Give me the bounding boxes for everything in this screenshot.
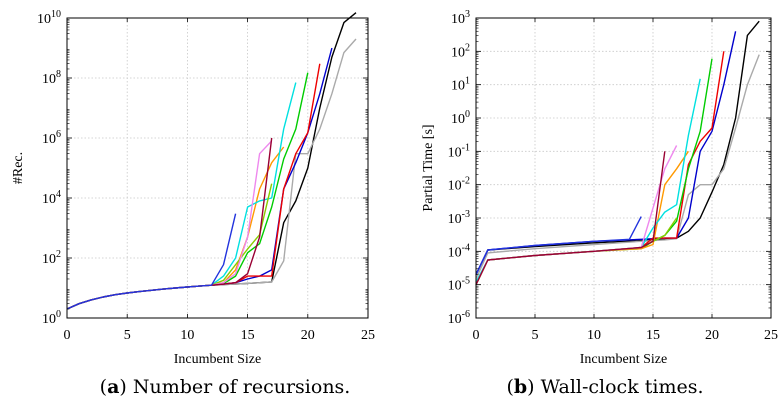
series-line-1 — [475, 20, 760, 275]
caption-b-text: Wall-clock times. — [540, 376, 704, 398]
y-tick-label: 10-3 — [448, 209, 470, 227]
x-axis-label: Incumbent Size — [580, 352, 667, 367]
series-line-10 — [475, 151, 666, 286]
series-line-6 — [66, 146, 285, 310]
y-tick-label: 108 — [42, 69, 61, 87]
caption-b-label: b — [513, 376, 528, 398]
y-tick-label: 10-4 — [448, 242, 470, 260]
y-tick-label: 104 — [42, 189, 61, 207]
series-line-4 — [66, 63, 321, 310]
series-line-3 — [475, 31, 737, 275]
y-tick-label: 10-6 — [448, 309, 470, 327]
series-line-8 — [66, 183, 273, 310]
y-tick-label: 102 — [451, 42, 470, 60]
series-group — [475, 20, 760, 286]
x-tick-label: 0 — [64, 328, 71, 343]
series-line-4 — [475, 51, 725, 286]
caption-b: (b) Wall-clock times. — [506, 376, 704, 398]
x-tick-label: 25 — [764, 328, 778, 343]
series-line-11 — [475, 216, 642, 275]
y-tick-label: 102 — [42, 249, 61, 267]
series-line-9 — [475, 145, 678, 286]
axes-box — [66, 17, 369, 319]
panel-b-chart: 0 5 10 15 20 25 10-6 10-5 10-4 10-3 10-2 10-1 100 101… — [421, 9, 778, 367]
x-tick-label: 10 — [587, 328, 601, 343]
x-tick-label: 20 — [301, 328, 315, 343]
axes-box — [475, 17, 772, 319]
y-tick-label: 10-1 — [448, 142, 470, 160]
x-tick-label: 5 — [124, 328, 131, 343]
x-tick-label: 15 — [241, 328, 255, 343]
x-axis-label: Incumbent Size — [174, 352, 261, 367]
series-line-2 — [66, 38, 357, 310]
y-tick-label: 10-2 — [448, 176, 470, 194]
grid — [476, 18, 771, 318]
x-tick-label: 0 — [473, 328, 480, 343]
series-line-2 — [475, 54, 760, 280]
x-tick-label: 20 — [705, 328, 719, 343]
y-axis-label: Partial Time [s] — [421, 124, 436, 211]
y-tick-label: 101 — [451, 76, 470, 94]
series-group — [66, 12, 357, 310]
series-line-3 — [66, 47, 333, 310]
panel-a-chart: 0 5 10 15 20 25 100 102 104 106 108 1010 Incumbent S… — [11, 9, 375, 367]
y-tick-label: 100 — [42, 309, 61, 327]
x-tick-label: 5 — [532, 328, 539, 343]
x-tick-label: 10 — [180, 328, 194, 343]
y-tick-label: 103 — [451, 9, 470, 27]
grid — [67, 18, 368, 318]
y-tick-label: 100 — [451, 109, 470, 127]
caption-a: (a) Number of recursions. — [99, 376, 351, 398]
y-minor-ticks — [476, 19, 771, 309]
caption-a-label: a — [107, 376, 120, 398]
y-tick-label: 1010 — [37, 9, 61, 27]
caption-a-text: Number of recursions. — [132, 376, 351, 398]
y-axis-label: #Rec. — [11, 152, 26, 184]
y-tick-label: 106 — [42, 129, 61, 147]
x-tick-label: 25 — [361, 328, 375, 343]
y-minor-ticks — [67, 19, 368, 310]
y-tick-label: 10-5 — [448, 276, 470, 294]
series-line-11 — [66, 213, 237, 310]
x-tick-label: 15 — [646, 328, 660, 343]
series-line-1 — [66, 12, 357, 310]
